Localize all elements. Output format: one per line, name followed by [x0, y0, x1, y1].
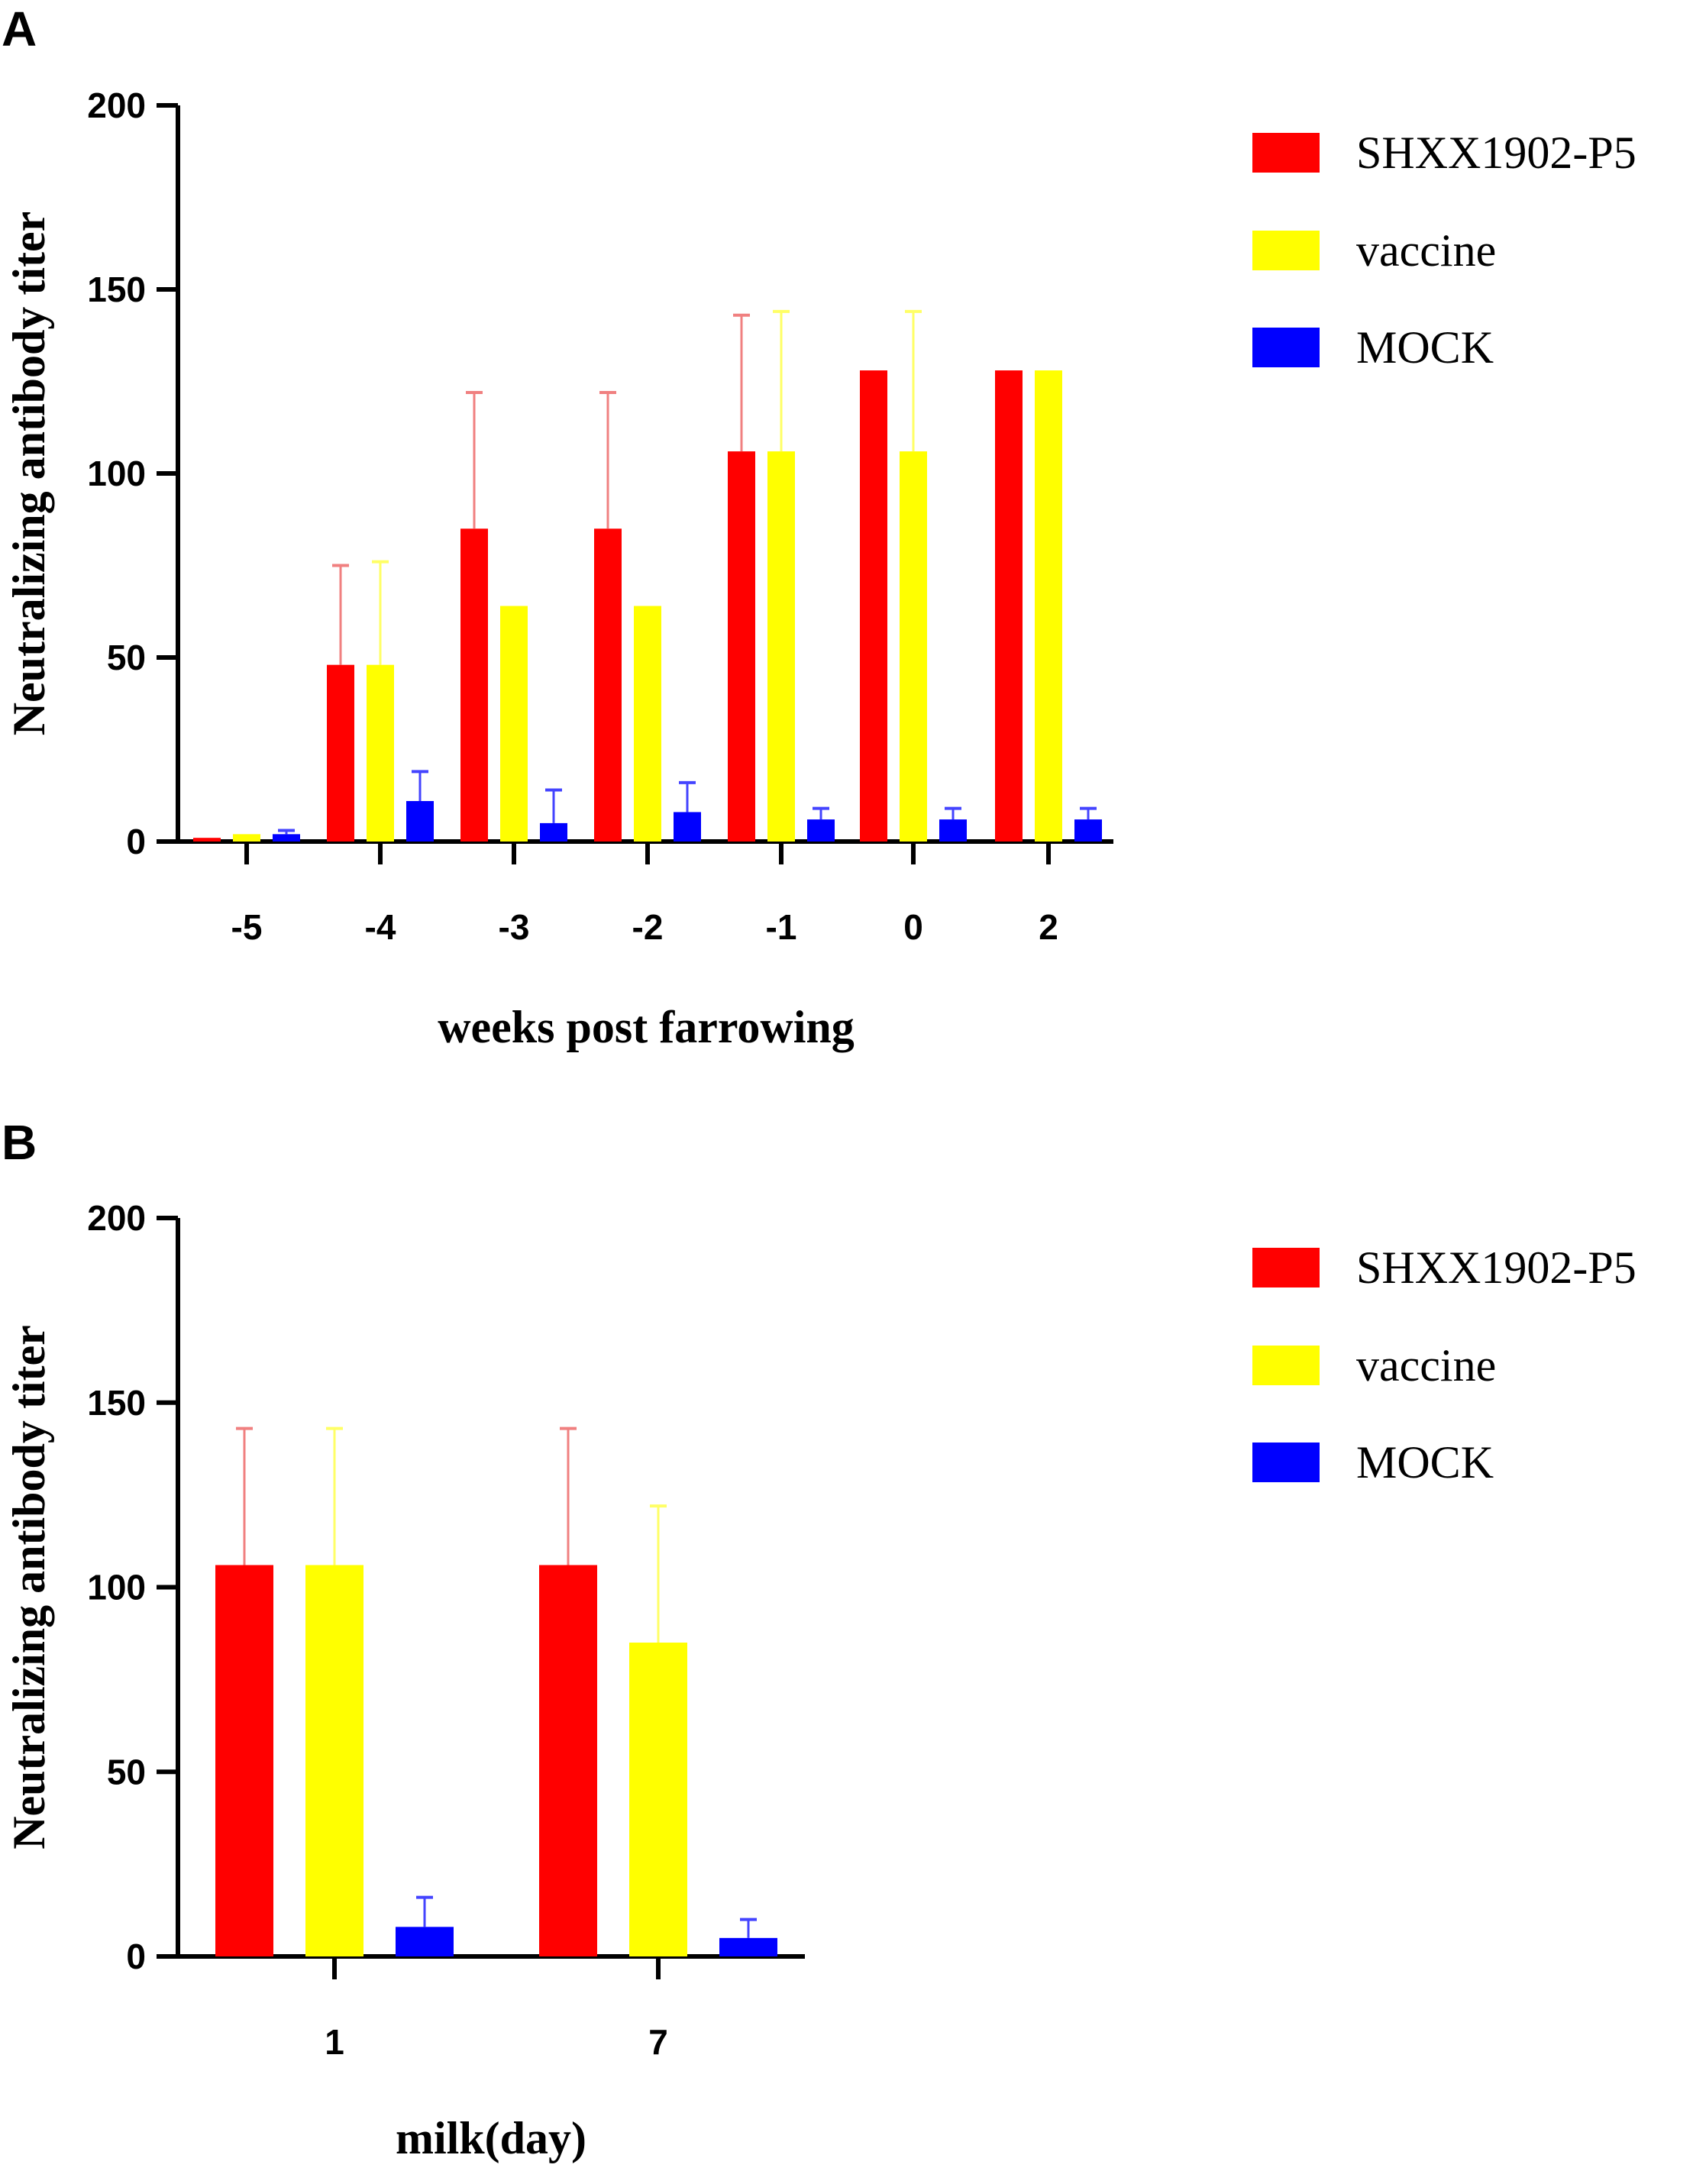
x-tick-label: -1 [766, 907, 797, 947]
legend-label: SHXX1902-P5 [1356, 1242, 1636, 1293]
x-tick-label: 0 [903, 907, 923, 947]
bar-vaccine [900, 451, 927, 842]
y-tick-label: 100 [87, 1568, 146, 1607]
y-tick-label: 200 [87, 1198, 146, 1238]
bar-vaccine [1035, 370, 1062, 842]
bar-shxx1902-p5 [539, 1565, 597, 1956]
y-tick-label: 150 [87, 270, 146, 309]
bar-shxx1902-p5 [193, 838, 221, 842]
x-tick-label: 1 [325, 2022, 344, 2062]
bar-shxx1902-p5 [728, 451, 755, 842]
bar-shxx1902-p5 [215, 1565, 273, 1956]
y-tick-label: 0 [126, 1937, 146, 1976]
x-tick-label: 2 [1039, 907, 1058, 947]
bar-vaccine [367, 664, 394, 842]
legend-label: vaccine [1356, 225, 1496, 276]
x-axis-title: weeks post farrowing [438, 1002, 855, 1052]
bar-shxx1902-p5 [995, 370, 1023, 842]
x-tick-label: -5 [231, 907, 263, 947]
legend-swatch [1252, 328, 1320, 367]
y-tick-label: 200 [87, 86, 146, 125]
legend-swatch [1252, 1443, 1320, 1482]
x-tick-label: -2 [632, 907, 664, 947]
panel-letter: B [2, 1115, 37, 1170]
legend-swatch [1252, 133, 1320, 173]
bar-vaccine [500, 606, 528, 842]
bar-shxx1902-p5 [327, 664, 354, 842]
legend-swatch [1252, 1248, 1320, 1287]
bar-shxx1902-p5 [860, 370, 887, 842]
legend-swatch [1252, 231, 1320, 270]
chart-panel-a: A 0 50 100 150 200 -5 -4 -3 -2 -1 0 2 Neutralizing an… [2, 2, 1636, 1052]
x-tick-label: -3 [499, 907, 530, 947]
bar-mock [1074, 819, 1102, 842]
y-tick-label: 100 [87, 454, 146, 493]
legend: SHXX1902-P5 vaccine MOCK [1252, 1242, 1636, 1488]
y-axis-title: Neutralizing antibody titer [4, 1325, 54, 1850]
panel-letter: A [2, 2, 37, 57]
y-tick-label: 50 [107, 638, 146, 677]
bar-mock [807, 819, 835, 842]
bar-mock [719, 1937, 777, 1956]
y-axis-title: Neutralizing antibody titer [4, 212, 54, 736]
bar-vaccine [767, 451, 795, 842]
legend-swatch [1252, 1346, 1320, 1385]
bar-mock [939, 819, 967, 842]
bar-mock [674, 812, 701, 842]
bar-vaccine [305, 1565, 363, 1956]
bar-mock [406, 800, 434, 842]
y-tick-label: 50 [107, 1752, 146, 1791]
legend-label: SHXX1902-P5 [1356, 128, 1636, 178]
legend-label: MOCK [1356, 322, 1494, 373]
bar-shxx1902-p5 [460, 528, 488, 842]
bar-mock [396, 1927, 454, 1956]
legend-label: vaccine [1356, 1340, 1496, 1391]
x-tick-label: 7 [648, 2022, 668, 2062]
chart-panel-b: B 0 50 100 150 200 1 7 Neutralizing antibody tit… [2, 1115, 1636, 2163]
x-axis-title: milk(day) [396, 2113, 586, 2163]
y-tick-label: 150 [87, 1383, 146, 1423]
y-tick-label: 0 [126, 822, 146, 861]
bar-vaccine [233, 834, 260, 842]
bar-vaccine [629, 1643, 687, 1956]
bar-mock [273, 834, 300, 842]
bar-vaccine [634, 606, 661, 842]
legend-label: MOCK [1356, 1437, 1494, 1488]
legend: SHXX1902-P5 vaccine MOCK [1252, 128, 1636, 373]
bar-shxx1902-p5 [594, 528, 622, 842]
x-tick-label: -4 [365, 907, 396, 947]
bar-mock [540, 822, 567, 842]
